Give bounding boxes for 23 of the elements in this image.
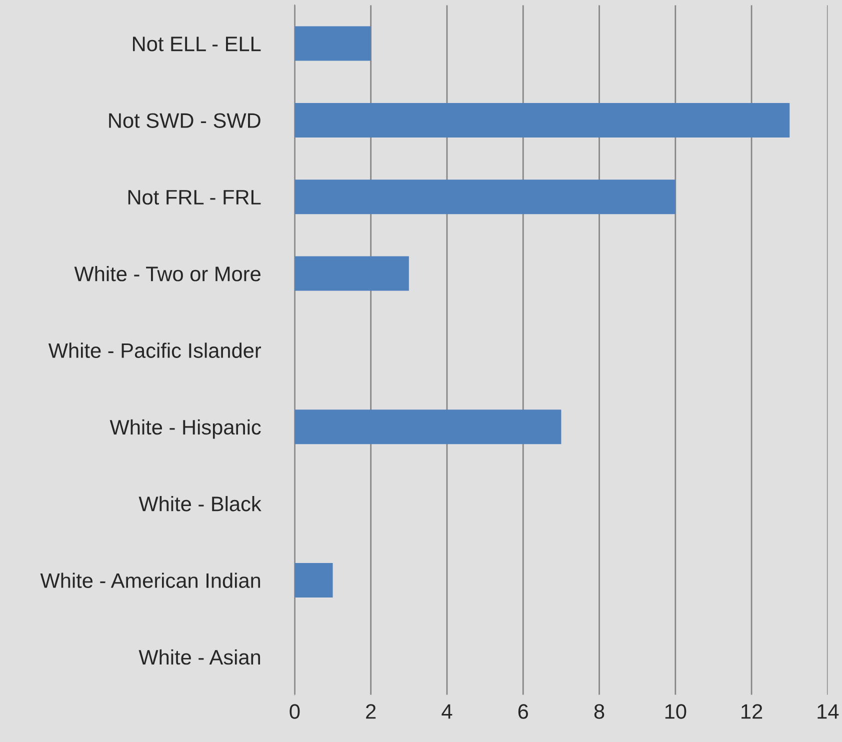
y-tick-label: White - Asian [138, 649, 260, 665]
x-tick-label: 10 [665, 704, 686, 719]
y-tick-label: Not ELL - ELL [133, 36, 261, 52]
x-tick-label: 2 [366, 704, 376, 719]
x-tick-label: 4 [442, 704, 452, 719]
y-tick-label: White - Black [138, 496, 262, 512]
x-tick-label: 8 [594, 704, 604, 719]
x-tick-label: 0 [290, 704, 300, 719]
x-tick-label: 6 [518, 704, 528, 719]
x-tick-label: 12 [742, 704, 762, 719]
bar [294, 410, 562, 444]
y-tick-label: Not FRL - FRL [128, 190, 261, 205]
y-tick-label: White - Pacific Islander [48, 342, 262, 358]
bar [294, 180, 676, 214]
y-tick-label: White - Two or More [74, 266, 260, 282]
y-tick-label: Not SWD - SWD [109, 113, 260, 128]
bar [294, 256, 409, 291]
x-tick-label: 14 [818, 704, 839, 719]
y-tick-label: White - American Indian [40, 572, 260, 588]
y-tick-label: White - Hispanic [110, 419, 261, 439]
bar [294, 102, 790, 138]
bar [294, 562, 333, 598]
bar [294, 26, 371, 61]
